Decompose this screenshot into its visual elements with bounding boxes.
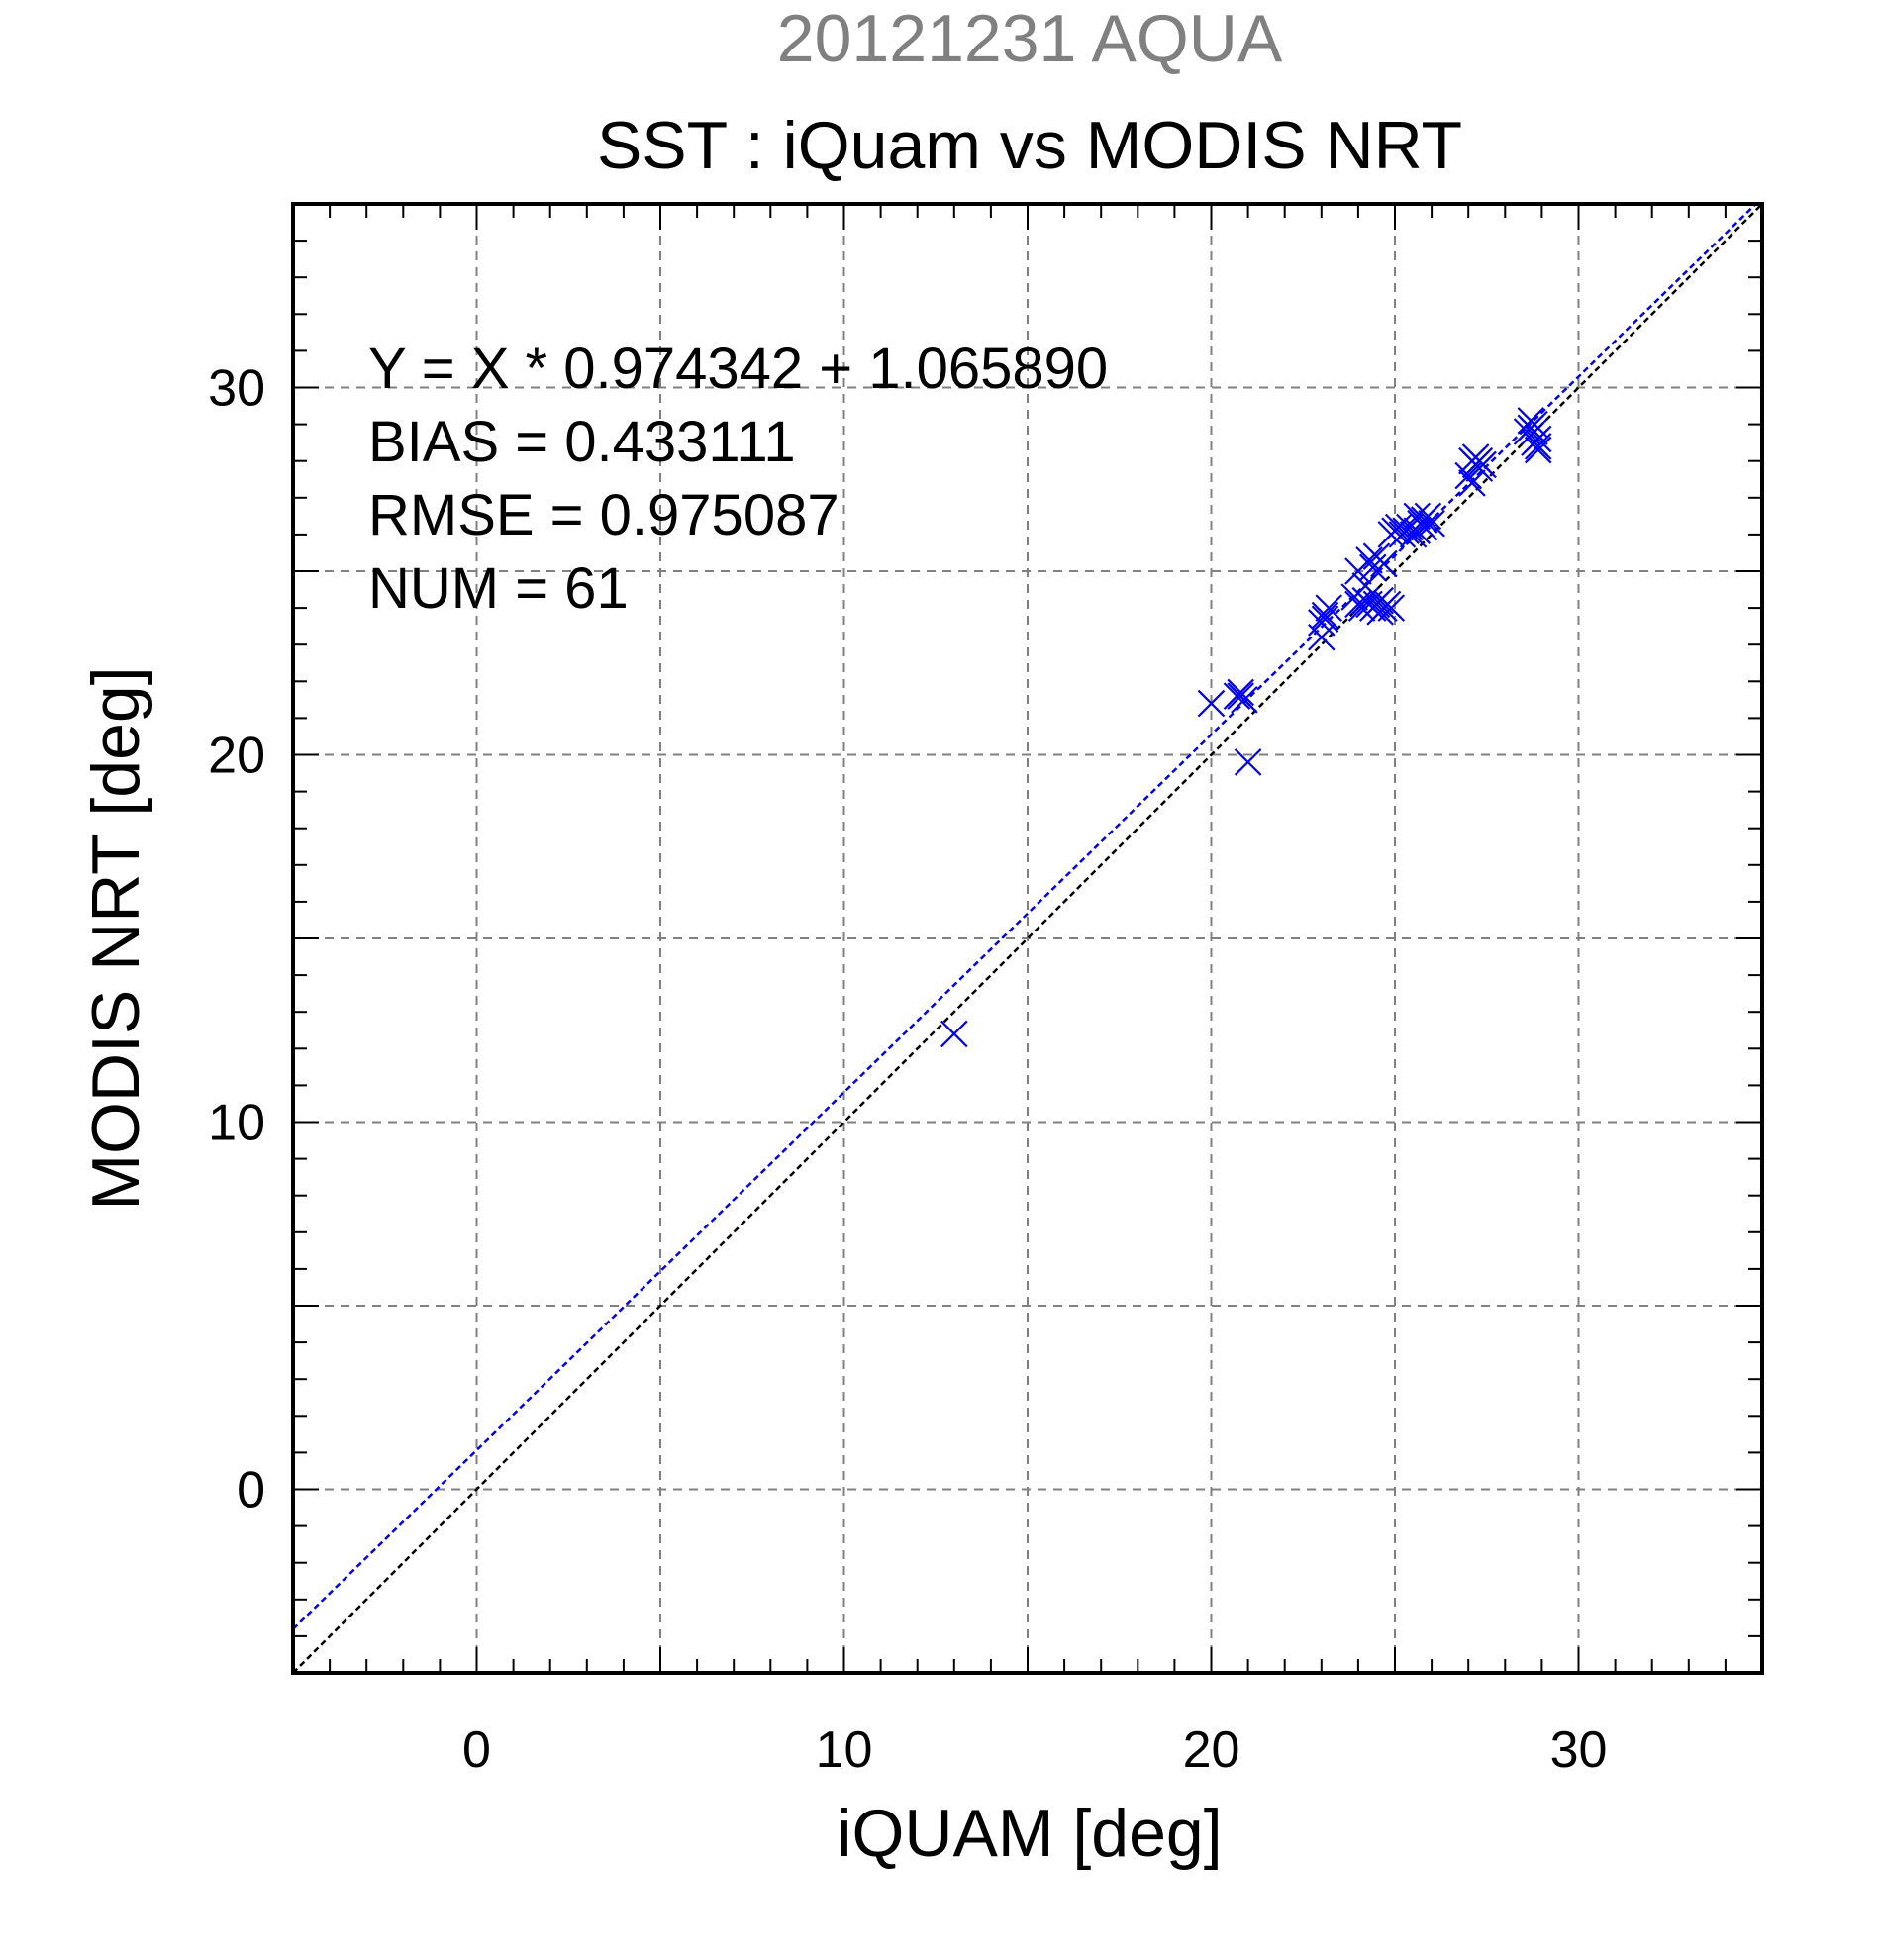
- data-point: [1227, 682, 1254, 710]
- data-point: [1311, 605, 1339, 634]
- reference-lines: [292, 203, 1763, 1674]
- data-point: [1358, 553, 1387, 582]
- data-point-stroke: [1227, 682, 1254, 710]
- y-tick-label: 20: [208, 728, 265, 785]
- data-point: [1377, 594, 1406, 622]
- data-points: [940, 407, 1552, 1048]
- data-point: [1315, 594, 1342, 622]
- data-point: [1308, 624, 1336, 651]
- data-point: [1234, 748, 1262, 776]
- data-point-stroke: [1384, 513, 1413, 541]
- data-point-stroke: [1227, 678, 1254, 707]
- data-point: [1370, 549, 1398, 578]
- bias-stat: BIAS = 0.433111: [368, 410, 796, 474]
- chart-title: SST : iQuam vs MODIS NRT: [597, 108, 1462, 183]
- num-stat: NUM = 61: [368, 556, 629, 621]
- regression-equation: Y = X * 0.974342 + 1.065890: [368, 337, 1108, 401]
- data-point-stroke: [1418, 509, 1445, 538]
- regression-line: [292, 203, 1757, 1630]
- data-point-stroke: [1311, 605, 1339, 634]
- x-axis-label: iQUAM [deg]: [837, 1796, 1222, 1871]
- data-point-stroke: [940, 1020, 968, 1048]
- data-point-stroke: [1366, 586, 1394, 615]
- grid-lines: [293, 204, 1762, 1673]
- data-point-stroke: [1458, 469, 1486, 497]
- stats-box: Y = X * 0.974342 + 1.065890 BIAS = 0.433…: [368, 337, 1108, 621]
- data-point-stroke: [1311, 601, 1339, 630]
- data-point-stroke: [1351, 572, 1380, 600]
- data-point-stroke: [1358, 553, 1387, 582]
- data-point: [1366, 598, 1394, 626]
- x-tick-label: 10: [816, 1721, 873, 1779]
- data-point-stroke: [1524, 425, 1552, 453]
- y-tick-label: 10: [208, 1095, 265, 1152]
- x-tick-label: 30: [1550, 1721, 1608, 1779]
- data-point-stroke: [1370, 549, 1398, 578]
- data-point: [1454, 461, 1482, 490]
- data-point-stroke: [1414, 502, 1442, 531]
- tick-labels: 0 10 20 30 0 10 20 30: [208, 360, 1607, 1780]
- data-point: [1197, 689, 1226, 718]
- data-point: [1410, 513, 1438, 541]
- x-tick-label: 0: [462, 1721, 491, 1779]
- x-tick-label: 20: [1183, 1721, 1240, 1779]
- data-point: [1469, 450, 1497, 479]
- data-point: [1458, 469, 1486, 497]
- rmse-stat: RMSE = 0.975087: [368, 483, 840, 547]
- data-point-stroke: [1524, 436, 1552, 464]
- plot-frame: [291, 202, 1764, 1675]
- data-point-stroke: [1366, 598, 1394, 626]
- data-point-stroke: [1410, 513, 1438, 541]
- data-point: [1351, 572, 1380, 600]
- y-tick-label: 30: [208, 360, 265, 418]
- data-point: [1524, 436, 1552, 464]
- data-point-stroke: [1355, 546, 1383, 574]
- data-point-stroke: [1454, 461, 1482, 490]
- data-point-stroke: [1521, 410, 1548, 439]
- data-point-stroke: [1469, 450, 1497, 479]
- data-point-stroke: [1315, 594, 1342, 622]
- data-point: [1414, 502, 1442, 531]
- y-tick-label: 0: [237, 1462, 265, 1519]
- data-point-stroke: [1234, 748, 1262, 776]
- y-axis-label: MODIS NRT [deg]: [78, 666, 153, 1210]
- data-point: [940, 1020, 968, 1048]
- axis-ticks: [293, 204, 1762, 1673]
- data-point-stroke: [1403, 502, 1432, 531]
- data-point-stroke: [1521, 418, 1548, 445]
- data-point: [1418, 509, 1445, 538]
- data-point-stroke: [1197, 689, 1226, 718]
- data-point-stroke: [1308, 624, 1336, 651]
- data-point-stroke: [1377, 594, 1406, 622]
- data-point: [1521, 410, 1548, 439]
- data-point: [1227, 678, 1254, 707]
- chart-date-title: 20121231 AQUA: [777, 1, 1283, 76]
